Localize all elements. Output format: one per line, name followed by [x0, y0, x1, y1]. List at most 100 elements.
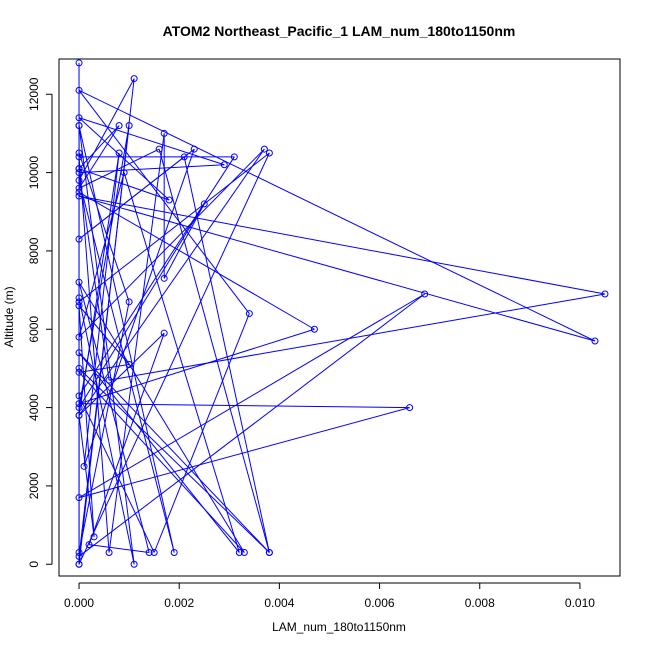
series-segment [183, 156, 270, 553]
series-segment [78, 364, 130, 373]
data-point [130, 75, 138, 83]
data-point [125, 122, 133, 130]
series-segment [78, 301, 130, 553]
x-axis: 0.000 0.002 0.004 0.006 0.008 0.010 [64, 582, 595, 610]
data-point [75, 364, 83, 372]
series-segment [78, 407, 410, 499]
series-segment [79, 403, 410, 409]
data-point [75, 192, 83, 200]
x-axis-label: LAM_num_180to1150nm [272, 620, 406, 634]
series-segment [123, 172, 240, 553]
x-tick-label: 0.008 [465, 596, 495, 610]
data-point [245, 310, 253, 318]
series-segment [78, 156, 185, 240]
data-point [220, 161, 228, 169]
data-point [190, 145, 198, 153]
data-point [200, 200, 208, 208]
data-point [235, 549, 243, 556]
y-tick-label: 4000 [27, 394, 41, 421]
y-tick-label: 8000 [27, 237, 41, 264]
x-tick-label: 0.000 [64, 596, 94, 610]
data-point [150, 549, 158, 556]
data-point [170, 549, 178, 556]
series-segment [79, 164, 225, 174]
series-segment [78, 168, 170, 201]
series-segment [78, 282, 150, 553]
data-point [75, 349, 83, 357]
series-segment [83, 152, 120, 467]
data-point [75, 149, 83, 157]
data-point [75, 404, 83, 412]
data-point [90, 533, 98, 541]
data-point [265, 149, 273, 157]
data-point [310, 325, 318, 333]
series-segment [78, 281, 245, 553]
data-series [75, 59, 609, 568]
series-segment [78, 156, 110, 553]
data-point [75, 298, 83, 306]
series-segment [78, 293, 425, 557]
x-tick-label: 0.006 [365, 596, 395, 610]
data-point [160, 329, 168, 337]
data-point [75, 368, 83, 376]
data-point [115, 122, 123, 130]
data-point [145, 549, 153, 556]
data-point [125, 361, 133, 368]
series-segment [78, 125, 120, 170]
data-point [75, 400, 83, 408]
data-point [75, 560, 83, 568]
series-segment [78, 125, 120, 189]
series-segment [83, 148, 195, 467]
data-point [130, 560, 138, 568]
data-point [115, 149, 123, 157]
data-point [75, 302, 83, 310]
series-segment [158, 148, 270, 553]
data-point [105, 376, 113, 384]
y-tick-label: 2000 [27, 472, 41, 499]
series-segment [78, 90, 250, 314]
series-segment [153, 313, 250, 553]
series-segment [78, 371, 245, 553]
data-point [105, 549, 113, 556]
data-point [75, 184, 83, 192]
series-segment [78, 332, 165, 416]
series-segment [78, 125, 175, 553]
data-point [260, 145, 268, 153]
data-point [180, 153, 188, 161]
data-point [75, 176, 83, 184]
series-segment [78, 156, 235, 397]
data-point [160, 129, 168, 137]
data-point [75, 122, 83, 130]
series-segment [88, 332, 165, 545]
data-point [240, 549, 248, 556]
data-point [406, 404, 414, 412]
data-point [75, 392, 83, 400]
series-segment [78, 148, 265, 338]
data-point [421, 290, 429, 298]
plot-frame [58, 58, 621, 577]
data-point [75, 86, 83, 94]
series-segment [78, 152, 130, 302]
data-point [75, 549, 83, 556]
data-point [125, 298, 133, 306]
series-segment [78, 172, 110, 381]
data-point [75, 235, 83, 243]
series-segment [78, 148, 265, 416]
y-axis: 0 2000 4000 6000 8000 10000 12000 [27, 77, 53, 568]
series-segment [78, 305, 95, 537]
data-point [75, 169, 83, 177]
series-segment [78, 152, 270, 303]
data-point [75, 59, 83, 67]
y-axis-label: Altitude (m) [2, 286, 16, 347]
series-segment [78, 117, 170, 201]
series-segment [78, 117, 225, 166]
data-point [75, 552, 83, 560]
series-segment [88, 544, 150, 553]
data-point [75, 494, 83, 502]
data-point [601, 290, 609, 298]
x-tick-label: 0.010 [565, 596, 595, 610]
series-segment [78, 89, 596, 342]
series-segment [78, 395, 155, 553]
series-segment [78, 78, 135, 181]
